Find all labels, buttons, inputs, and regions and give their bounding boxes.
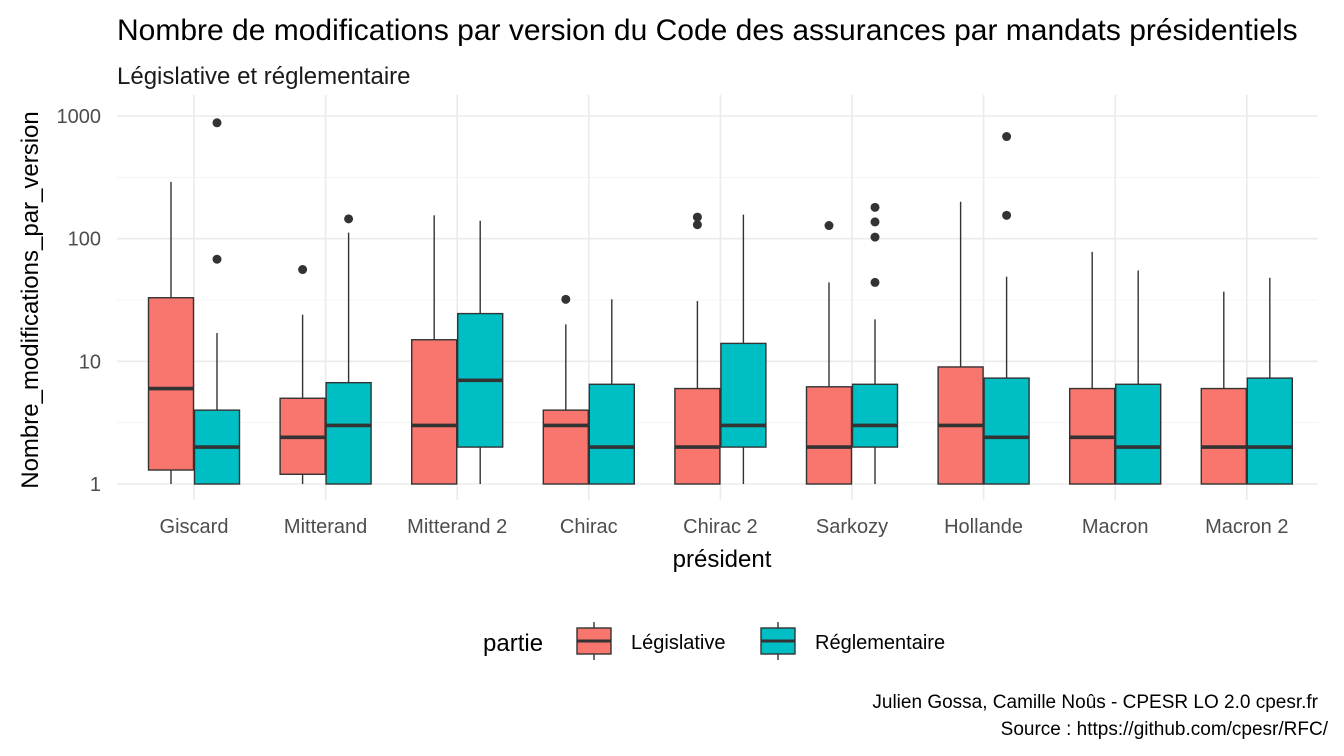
y-tick-label: 1 [90, 474, 101, 496]
box-body [588, 383, 635, 485]
box-reglementaire [1246, 277, 1294, 485]
box-body [805, 386, 853, 485]
x-tick-label: Giscard [160, 516, 229, 538]
legend-keys [576, 622, 796, 660]
box-body [674, 387, 721, 485]
box-body [720, 342, 767, 448]
box-body [851, 383, 899, 448]
y-tick-label: 10 [79, 351, 101, 373]
box-body [1246, 377, 1294, 485]
outlier-point [870, 232, 880, 242]
outlier-point [824, 221, 834, 231]
box-reglementaire [983, 132, 1030, 485]
box-legislative [411, 215, 458, 485]
y-tick-label: 1000 [57, 106, 102, 128]
box-legislative [1068, 251, 1116, 485]
box-reglementaire [720, 214, 767, 484]
box-body [542, 409, 589, 485]
outlier-point [870, 217, 880, 227]
box-reglementaire [588, 299, 635, 485]
x-tick-label: Mitterand [284, 516, 367, 538]
caption-author: Julien Gossa, Camille Noûs - CPESR LO 2.… [872, 692, 1318, 713]
box-legislative [279, 265, 326, 484]
box-body [147, 297, 195, 471]
outlier-point [561, 294, 571, 304]
box-legislative [542, 294, 589, 485]
legend-label-reglementaire: Réglementaire [815, 632, 945, 654]
box-body [983, 377, 1030, 485]
box-reglementaire [325, 214, 372, 485]
outlier-point [1002, 210, 1012, 220]
box-reglementaire [193, 118, 241, 485]
box-legislative [937, 201, 984, 485]
outlier-point [212, 118, 222, 128]
box-body [1114, 383, 1162, 485]
x-axis-ticks: Giscard Mitterand Mitterand 2 Chirac Chirac … [160, 516, 1289, 538]
outlier-point [692, 212, 702, 222]
box-body [325, 381, 372, 485]
legend-label-legislative: Législative [631, 632, 726, 654]
outlier-point [212, 254, 222, 264]
box-legislative [1200, 291, 1248, 485]
x-tick-label: Sarkozy [816, 516, 888, 538]
y-axis-ticks: 1 10 100 1000 [57, 106, 102, 496]
x-tick-label: Mitterand 2 [407, 516, 507, 538]
x-tick-label: Chirac 2 [683, 516, 757, 538]
box-body [411, 339, 458, 485]
x-tick-label: Chirac [560, 516, 618, 538]
box-legislative [805, 221, 853, 485]
box-legislative [674, 212, 721, 485]
y-tick-label: 100 [68, 229, 101, 251]
outlier-point [1002, 132, 1012, 142]
plot-boxes [147, 118, 1294, 485]
legend: partie Législative Réglementaire [483, 622, 945, 660]
box-reglementaire [1114, 270, 1162, 485]
x-tick-label: Macron 2 [1205, 516, 1288, 538]
outlier-point [870, 277, 880, 287]
caption-source: Source : https://github.com/cpesr/RFC/ [1001, 719, 1329, 740]
box-body [1200, 387, 1248, 485]
chart-subtitle: Législative et réglementaire [117, 63, 411, 90]
legend-key-legislative [576, 622, 612, 660]
outlier-point [298, 265, 308, 275]
chart-title: Nombre de modifications par version du C… [117, 14, 1298, 47]
box-legislative [147, 181, 195, 484]
box-reglementaire [457, 220, 504, 484]
y-axis-title: Nombre_modifications_par_version [17, 111, 44, 489]
outlier-point [870, 202, 880, 212]
x-tick-label: Macron [1082, 516, 1149, 538]
x-tick-label: Hollande [944, 516, 1023, 538]
legend-key-reglementaire [760, 622, 796, 660]
box-reglementaire [851, 202, 899, 484]
legend-title: partie [483, 630, 543, 657]
outlier-point [344, 214, 354, 224]
x-axis-title: président [673, 546, 772, 573]
outlier-point [692, 220, 702, 230]
